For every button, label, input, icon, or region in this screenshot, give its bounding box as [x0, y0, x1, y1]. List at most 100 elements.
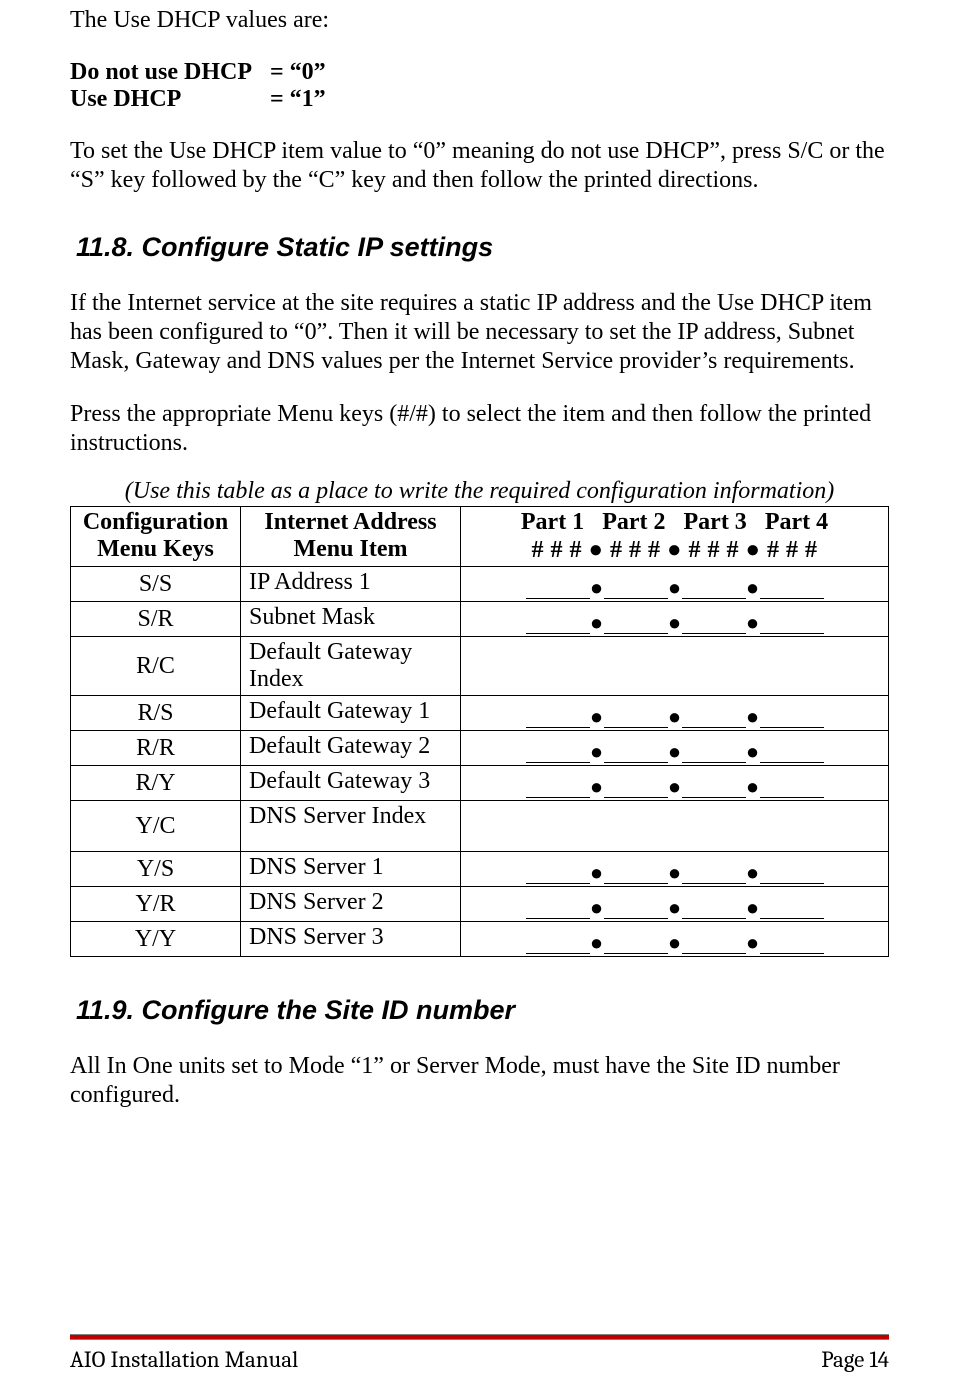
cell-menu-item: DNS Server 2	[241, 887, 461, 922]
ip-segment	[682, 609, 746, 634]
cell-ip-blank: ●●●	[461, 887, 889, 922]
table-row: S/SIP Address 1●●●	[71, 567, 889, 602]
cell-menu-key: R/S	[71, 696, 241, 731]
cell-menu-item: Default Gateway 1	[241, 696, 461, 731]
ip-segment	[526, 894, 590, 919]
ip-segment	[604, 773, 668, 798]
ip-segment	[604, 859, 668, 884]
dot-icon: ●	[746, 575, 760, 601]
ip-segment	[604, 609, 668, 634]
ip-segment	[682, 929, 746, 954]
cell-menu-key: Y/R	[71, 887, 241, 922]
ip-segment	[604, 574, 668, 599]
dot-icon: ●	[668, 774, 682, 800]
dot-icon: ●	[590, 860, 604, 886]
s118-p2: Press the appropriate Menu keys (#/#) to…	[70, 400, 889, 458]
dhcp-value-1: = “1”	[270, 86, 326, 113]
cell-menu-key: R/C	[71, 637, 241, 696]
cell-menu-item: Default Gateway Index	[241, 637, 461, 696]
dot-icon: ●	[668, 860, 682, 886]
ip-segment	[526, 703, 590, 728]
ip-segment	[760, 703, 824, 728]
dot-icon: ●	[746, 704, 760, 730]
ip-segment	[604, 929, 668, 954]
cell-ip-blank	[461, 801, 889, 852]
cell-ip-blank: ● ● ●	[461, 766, 889, 801]
dot-icon: ●	[746, 739, 760, 765]
ip-segment	[682, 894, 746, 919]
cell-menu-item: Subnet Mask	[241, 602, 461, 637]
s119-p1: All In One units set to Mode “1” or Serv…	[70, 1052, 889, 1110]
footer-left: AIO Installation Manual	[70, 1346, 298, 1373]
footer-right: Page 14	[821, 1346, 889, 1373]
cell-ip-blank	[461, 637, 889, 696]
dot-icon: ●	[668, 610, 682, 636]
ip-segment	[604, 738, 668, 763]
ip-segment	[682, 859, 746, 884]
dot-icon: ●	[668, 704, 682, 730]
cell-menu-key: Y/Y	[71, 922, 241, 957]
dot-icon: ●	[590, 895, 604, 921]
cell-ip-blank: ●●●	[461, 852, 889, 887]
cell-menu-key: R/Y	[71, 766, 241, 801]
ip-segment	[526, 929, 590, 954]
ip-segment	[526, 574, 590, 599]
cell-menu-key: S/S	[71, 567, 241, 602]
page-footer: AIO Installation Manual Page 14	[70, 1334, 889, 1391]
dhcp-row-0: Do not use DHCP = “0”	[70, 59, 889, 86]
config-table: Configuration Menu Keys Internet Address…	[70, 506, 889, 957]
heading-11-8: 11.8. Configure Static IP settings	[76, 232, 889, 263]
ip-segment	[682, 574, 746, 599]
dhcp-value-0: = “0”	[270, 59, 326, 86]
ip-segment	[760, 859, 824, 884]
table-row: Y/YDNS Server 3●●●	[71, 922, 889, 957]
intro-para2: To set the Use DHCP item value to “0” me…	[70, 137, 889, 195]
ip-segment	[760, 894, 824, 919]
cell-menu-key: S/R	[71, 602, 241, 637]
th-config-keys: Configuration Menu Keys	[71, 507, 241, 567]
dot-icon: ●	[746, 930, 760, 956]
cell-menu-key: Y/S	[71, 852, 241, 887]
dot-icon: ●	[590, 704, 604, 730]
ip-segment	[760, 609, 824, 634]
dot-icon: ●	[668, 575, 682, 601]
dhcp-row-1: Use DHCP = “1”	[70, 86, 889, 113]
footer-divider	[70, 1334, 889, 1340]
table-row: S/RSubnet Mask ● ● ●	[71, 602, 889, 637]
ip-segment	[526, 773, 590, 798]
ip-segment	[682, 773, 746, 798]
table-row: Y/RDNS Server 2●●●	[71, 887, 889, 922]
ip-segment	[604, 703, 668, 728]
th-parts: Part 1 Part 2 Part 3 Part 4 # # # ● # # …	[461, 507, 889, 567]
cell-menu-item: Default Gateway 2	[241, 731, 461, 766]
dot-icon: ●	[590, 610, 604, 636]
cell-menu-item: DNS Server 1	[241, 852, 461, 887]
table-row: Y/CDNS Server Index	[71, 801, 889, 852]
cell-ip-blank: ●●●	[461, 567, 889, 602]
table-row: Y/SDNS Server 1●●●	[71, 852, 889, 887]
ip-segment	[526, 859, 590, 884]
dot-icon: ●	[590, 930, 604, 956]
ip-segment	[604, 894, 668, 919]
dot-icon: ●	[746, 774, 760, 800]
cell-ip-blank: ● ● ●	[461, 731, 889, 766]
cell-menu-item: DNS Server Index	[241, 801, 461, 852]
cell-menu-key: Y/C	[71, 801, 241, 852]
table-row: R/RDefault Gateway 2●●●	[71, 731, 889, 766]
dot-icon: ●	[590, 774, 604, 800]
ip-segment	[760, 738, 824, 763]
ip-segment	[526, 609, 590, 634]
dot-icon: ●	[668, 930, 682, 956]
dot-icon: ●	[590, 739, 604, 765]
dot-icon: ●	[746, 610, 760, 636]
table-row: R/SDefault Gateway 1 ● ● ●	[71, 696, 889, 731]
dot-icon: ●	[668, 739, 682, 765]
cell-ip-blank: ● ● ●	[461, 602, 889, 637]
ip-segment	[760, 929, 824, 954]
cell-menu-item: Default Gateway 3	[241, 766, 461, 801]
cell-menu-item: IP Address 1	[241, 567, 461, 602]
dot-icon: ●	[746, 895, 760, 921]
dhcp-label-0: Do not use DHCP	[70, 59, 270, 86]
ip-segment	[526, 738, 590, 763]
table-caption: (Use this table as a place to write the …	[70, 477, 889, 506]
